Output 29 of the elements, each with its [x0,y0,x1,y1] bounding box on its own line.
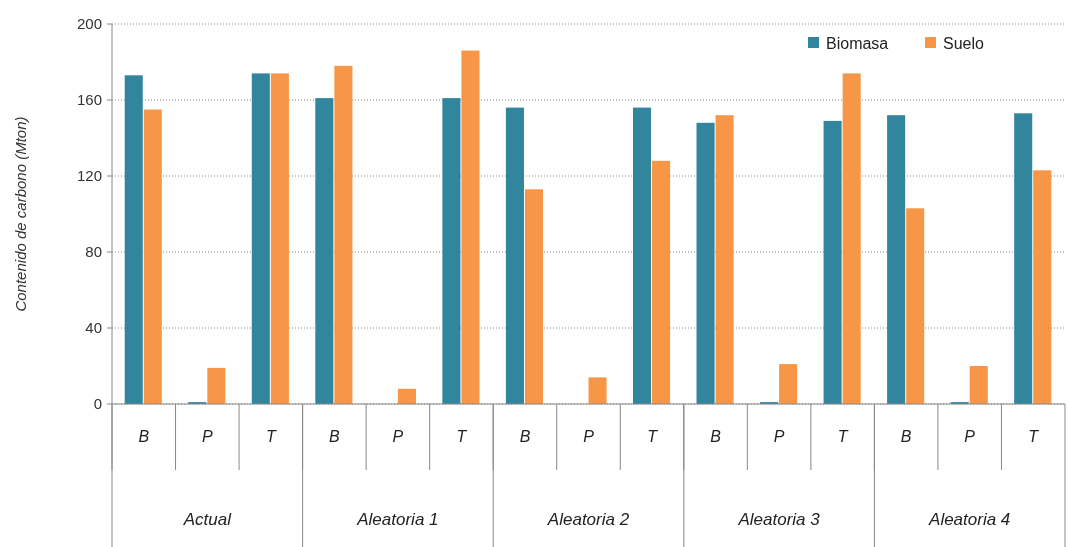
x-tick-label: P [964,428,976,445]
y-tick-label: 120 [76,167,102,185]
x-tick-label: P [773,428,785,445]
x-tick-label: B [519,428,531,445]
y-tick-label: 40 [85,319,102,337]
y-tick-label: 200 [76,15,102,33]
text: Aleatoria 4 [928,510,1011,529]
x-tick-label: B [710,428,722,445]
text: Actual [182,510,233,529]
x-tick-label: T [265,428,277,445]
x-tick-label: B [138,428,150,445]
text: Aleatoria 3 [737,510,821,529]
x-tick-label: P [392,428,404,445]
y-tick-label: 80 [85,243,102,261]
x-tick-label: T [647,428,659,445]
x-tick-label: B [900,428,912,445]
text: Aleatoria 1 [356,510,439,529]
x-tick-label: T [456,428,468,445]
y-tick-label: 0 [93,395,102,413]
x-tick-label: P [201,428,213,445]
legend-label: Suelo [943,34,985,52]
x-tick-label: P [583,428,595,445]
text: Aleatoria 2 [546,510,630,529]
x-tick-label: T [1028,428,1040,445]
legend-label: Biomasa [826,34,889,52]
x-tick-label: B [329,428,341,445]
y-tick-label: 160 [76,91,102,109]
y-axis-title: Contenido de carbono (Mton) [12,116,29,312]
x-tick-label: T [837,428,849,445]
